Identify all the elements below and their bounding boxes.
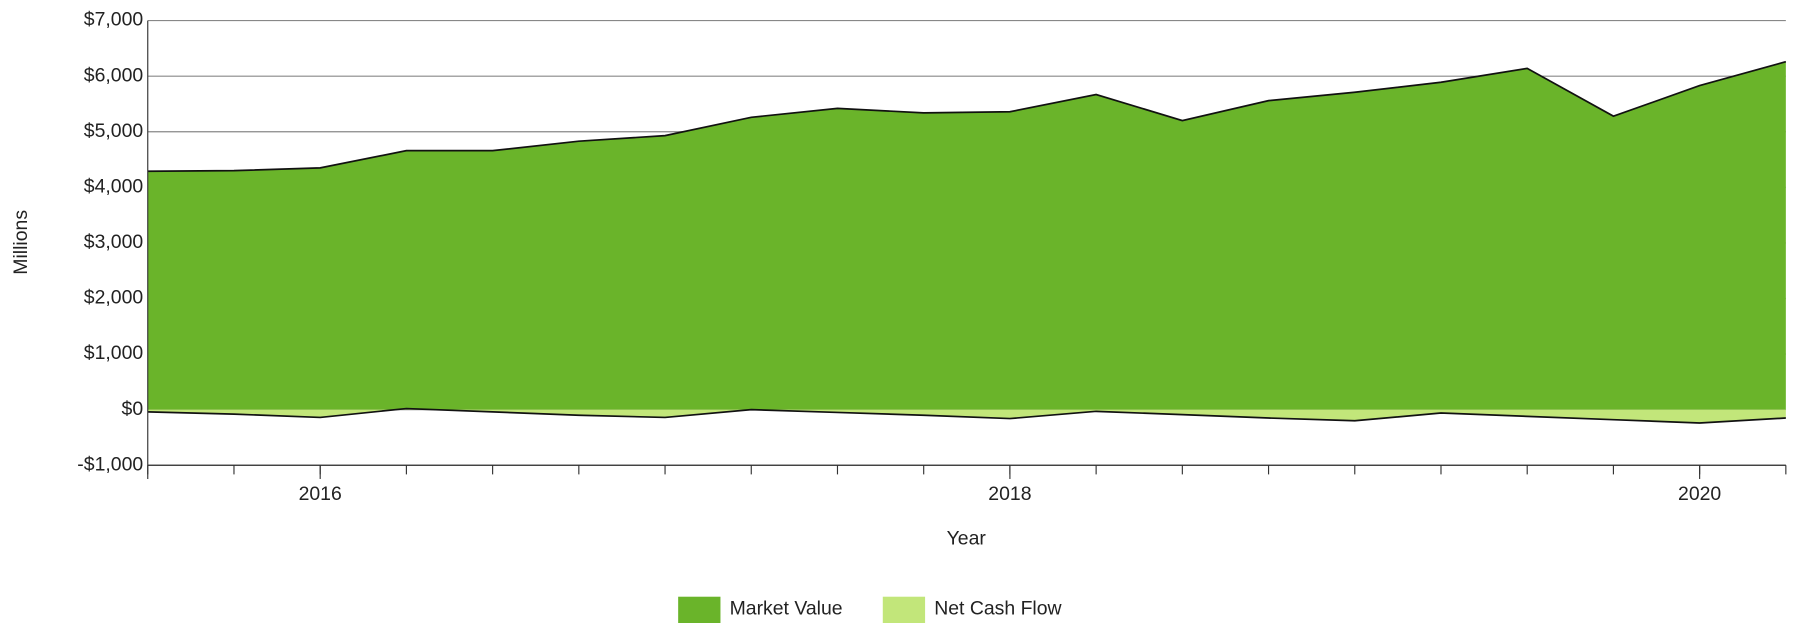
area (147, 408, 1786, 424)
y-tick-label: $4,000 (84, 175, 144, 197)
y-tick-label: $2,000 (84, 287, 144, 309)
x-axis-label: Year (947, 528, 987, 550)
x-tick-label: 2016 (299, 483, 342, 505)
area-line (147, 407, 1786, 424)
legend-swatch (882, 596, 926, 623)
y-tick-label: $1,000 (84, 342, 144, 364)
x-tick-label: 2018 (988, 483, 1031, 505)
y-tick-label: $0 (122, 398, 144, 420)
legend-label: Net Cash Flow (934, 597, 1062, 619)
y-tick-label: $6,000 (84, 64, 144, 86)
legend-label: Market Value (730, 597, 843, 619)
y-tick-label: -$1,000 (77, 453, 143, 475)
legend-swatch (678, 596, 721, 623)
y-tick-label: $7,000 (84, 9, 144, 31)
y-tick-label: $3,000 (84, 231, 144, 253)
x-tick-label: 2020 (1678, 483, 1721, 505)
y-tick-label: $5,000 (84, 120, 144, 142)
y-axis-label: Millions (10, 210, 32, 275)
area (147, 61, 1786, 410)
area-line (147, 60, 1787, 173)
